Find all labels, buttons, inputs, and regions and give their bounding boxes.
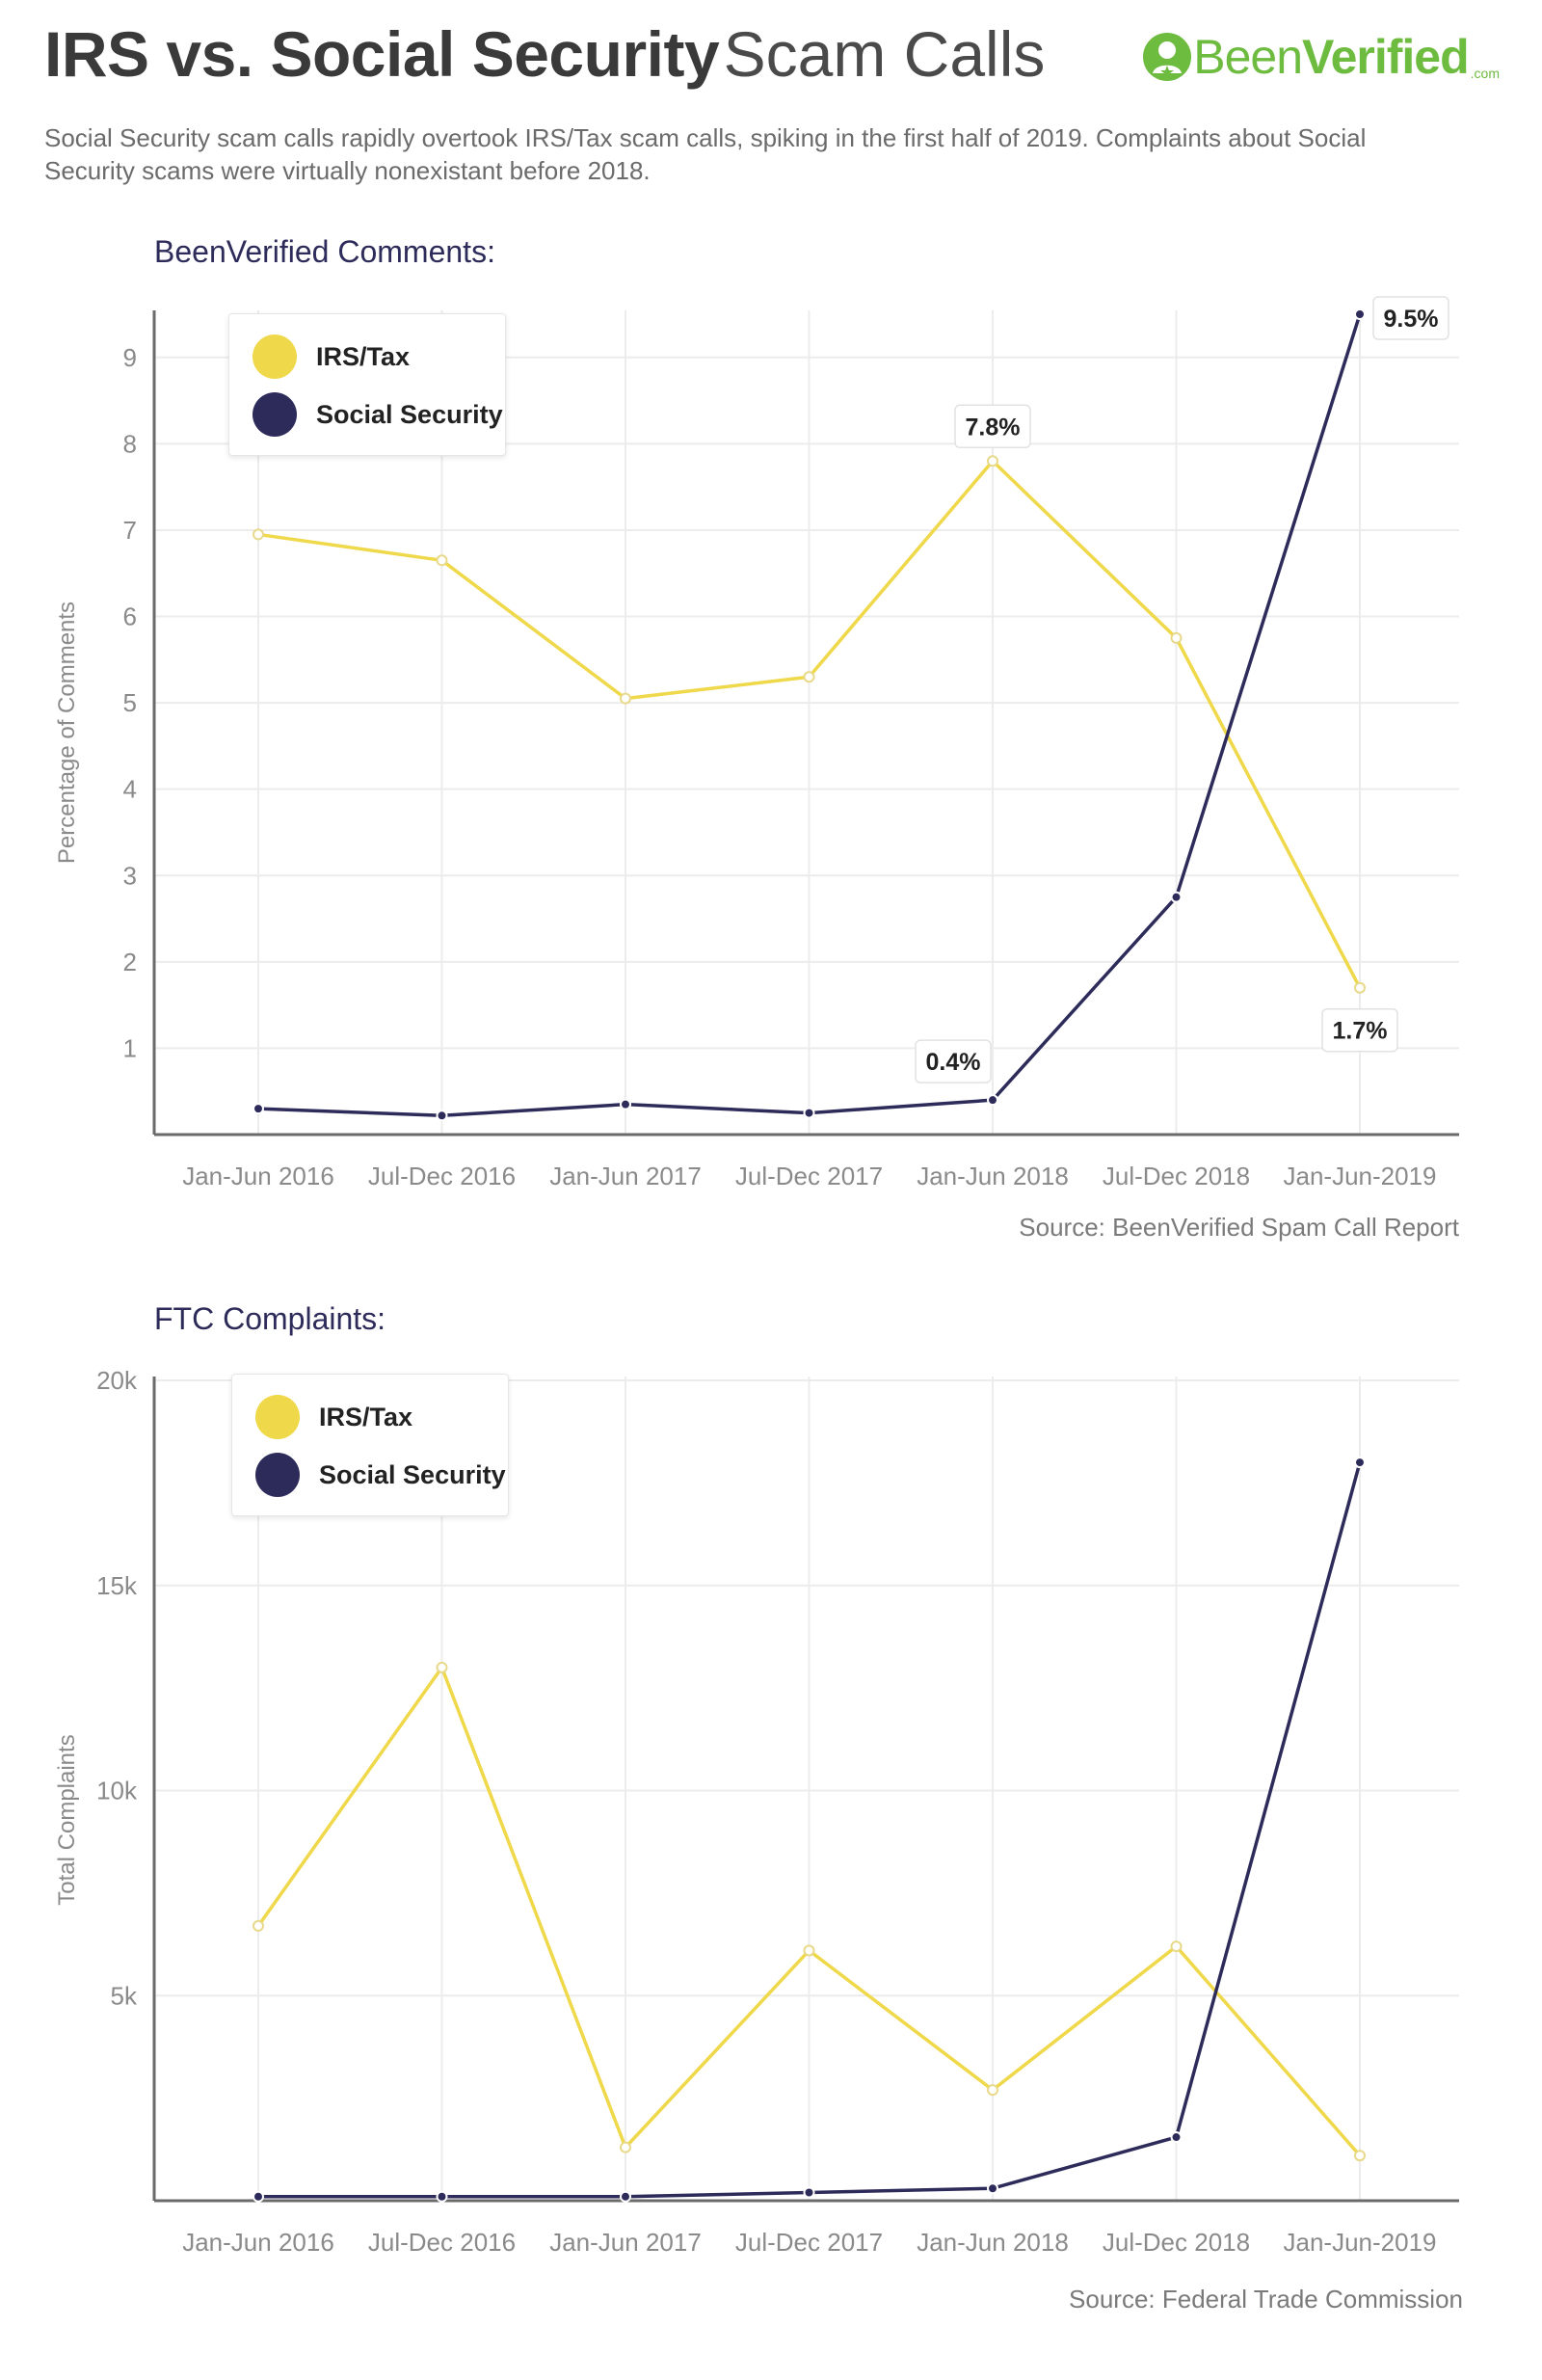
logo-been: Been: [1193, 30, 1303, 84]
data-point-social-security: [436, 1110, 448, 1122]
data-point-social-security: [987, 2182, 998, 2195]
y-tick-label: 8: [123, 429, 137, 458]
irs-legend-dot: [255, 1395, 300, 1439]
x-tick-label: Jul-Dec 2018: [1103, 1162, 1250, 1190]
data-label-callout: 1.7%: [1321, 1007, 1398, 1053]
x-tick-label: Jan-Jun 2016: [182, 1162, 334, 1190]
chart1-legend-label-ss: Social Security: [316, 399, 503, 429]
person-check-icon: [1143, 33, 1192, 81]
beenverified-logo: BeenVerified .com: [1141, 23, 1500, 91]
chart2-legend-item-ss: Social Security: [232, 1446, 508, 1504]
x-tick-label: Jul-Dec 2017: [735, 1162, 883, 1190]
header: IRS vs. Social Security Scam Calls BeenV…: [44, 13, 1500, 100]
data-point-social-security: [1170, 891, 1183, 903]
data-point-irs: [436, 554, 448, 567]
data-point-irs: [803, 1944, 815, 1957]
chart1-legend-item-irs: IRS/Tax: [229, 328, 505, 386]
data-point-irs: [253, 528, 264, 541]
x-tick-label: Jul-Dec 2018: [1103, 2228, 1250, 2257]
data-point-social-security: [620, 1098, 631, 1110]
y-tick-label: 4: [123, 775, 137, 804]
chart1-source: Source: BeenVerified Spam Call Report: [1019, 1213, 1459, 1242]
data-point-irs: [436, 1661, 448, 1673]
page-title-bold: IRS vs. Social Security: [44, 18, 720, 90]
x-tick-label: Jul-Dec 2016: [368, 2228, 516, 2257]
y-tick-label: 20k: [96, 1366, 138, 1395]
chart2-legend-item-irs: IRS/Tax: [232, 1388, 508, 1446]
data-label-box: [1321, 1007, 1398, 1053]
data-point-social-security: [436, 2190, 448, 2203]
x-tick-label: Jul-Dec 2016: [368, 1162, 516, 1190]
data-point-irs: [1354, 981, 1366, 994]
data-label: 1.7%: [1333, 1018, 1388, 1045]
x-tick-label: Jan-Jun-2019: [1284, 1162, 1437, 1190]
data-point-social-security: [987, 1094, 998, 1107]
y-tick-label: 10k: [96, 1777, 138, 1805]
chart1-section-title: BeenVerified Comments:: [154, 234, 495, 269]
data-point-irs: [620, 2141, 631, 2153]
data-point-social-security: [1354, 1457, 1366, 1469]
data-point-social-security: [1170, 2131, 1183, 2144]
logo-com: .com: [1470, 66, 1500, 81]
data-point-irs: [253, 1919, 264, 1932]
y-tick-label: 9: [123, 343, 137, 372]
data-label: 0.4%: [926, 1049, 981, 1076]
ss-legend-dot: [255, 1453, 300, 1497]
y-tick-label: 15k: [96, 1571, 138, 1600]
x-tick-label: Jan-Jun 2017: [549, 2228, 702, 2257]
data-label: 7.8%: [966, 414, 1021, 441]
y-tick-label: 5k: [111, 1981, 138, 2010]
data-point-irs: [987, 2084, 998, 2097]
data-point-social-security: [803, 1107, 815, 1119]
data-point-irs: [620, 692, 631, 705]
page-title: IRS vs. Social Security Scam Calls: [44, 17, 1045, 91]
x-tick-label: Jan-Jun-2019: [1284, 2228, 1437, 2257]
chart1-legend-label-irs: IRS/Tax: [316, 341, 411, 371]
chart2-source: Source: Federal Trade Commission: [1069, 2285, 1463, 2313]
y-tick-label: 1: [123, 1033, 137, 1062]
irs-legend-dot: [253, 334, 297, 379]
x-tick-label: Jul-Dec 2017: [735, 2228, 883, 2257]
data-point-social-security: [1354, 308, 1366, 320]
data-point-irs: [1170, 631, 1183, 644]
chart2-legend: IRS/Tax Social Security: [231, 1374, 509, 1516]
data-label: 9.5%: [1384, 306, 1439, 333]
page-subtitle: Social Security scam calls rapidly overt…: [44, 123, 1367, 185]
chart2-legend-label-irs: IRS/Tax: [319, 1402, 413, 1431]
data-point-social-security: [620, 2190, 631, 2203]
chart1-legend-item-ss: Social Security: [229, 386, 505, 443]
data-label-box: [915, 1039, 992, 1083]
data-point-irs: [1170, 1940, 1183, 1953]
data-label-callout: 7.8%: [954, 404, 1031, 449]
data-label-box: [954, 404, 1031, 449]
y-tick-label: 5: [123, 688, 137, 717]
data-point-irs: [1354, 2150, 1366, 2162]
data-point-social-security: [253, 1103, 264, 1115]
page-title-light: Scam Calls: [723, 18, 1046, 90]
x-tick-label: Jan-Jun 2016: [182, 2228, 334, 2257]
data-label-callout: 9.5%: [1372, 296, 1449, 340]
y-tick-label: 2: [123, 948, 137, 976]
data-point-social-security: [803, 2186, 815, 2199]
data-point-irs: [803, 671, 815, 683]
chart2-legend-label-ss: Social Security: [319, 1459, 506, 1489]
data-label-box: [1372, 296, 1449, 340]
chart2-section-title: FTC Complaints:: [154, 1301, 386, 1336]
x-tick-label: Jan-Jun 2018: [917, 1162, 1069, 1190]
y-tick-label: 6: [123, 602, 137, 631]
logo-verified: Verified: [1302, 30, 1470, 84]
x-tick-label: Jan-Jun 2018: [917, 2228, 1069, 2257]
chart1-legend: IRS/Tax Social Security: [228, 313, 506, 456]
y-tick-label: 7: [123, 516, 137, 545]
ss-legend-dot: [253, 392, 297, 437]
chart1-plot: 1 2 3 4 5 6 7 8 9 Jan-Jun 2016 Jul-Dec 2016 Jan-Jun…: [123, 296, 1459, 1190]
data-point-social-security: [253, 2190, 264, 2203]
y-tick-label: 3: [123, 861, 137, 890]
data-label-callout: 0.4%: [915, 1039, 992, 1083]
data-point-irs: [987, 455, 998, 468]
logo-wordmark: BeenVerified: [1193, 29, 1470, 85]
x-tick-label: Jan-Jun 2017: [549, 1162, 702, 1190]
